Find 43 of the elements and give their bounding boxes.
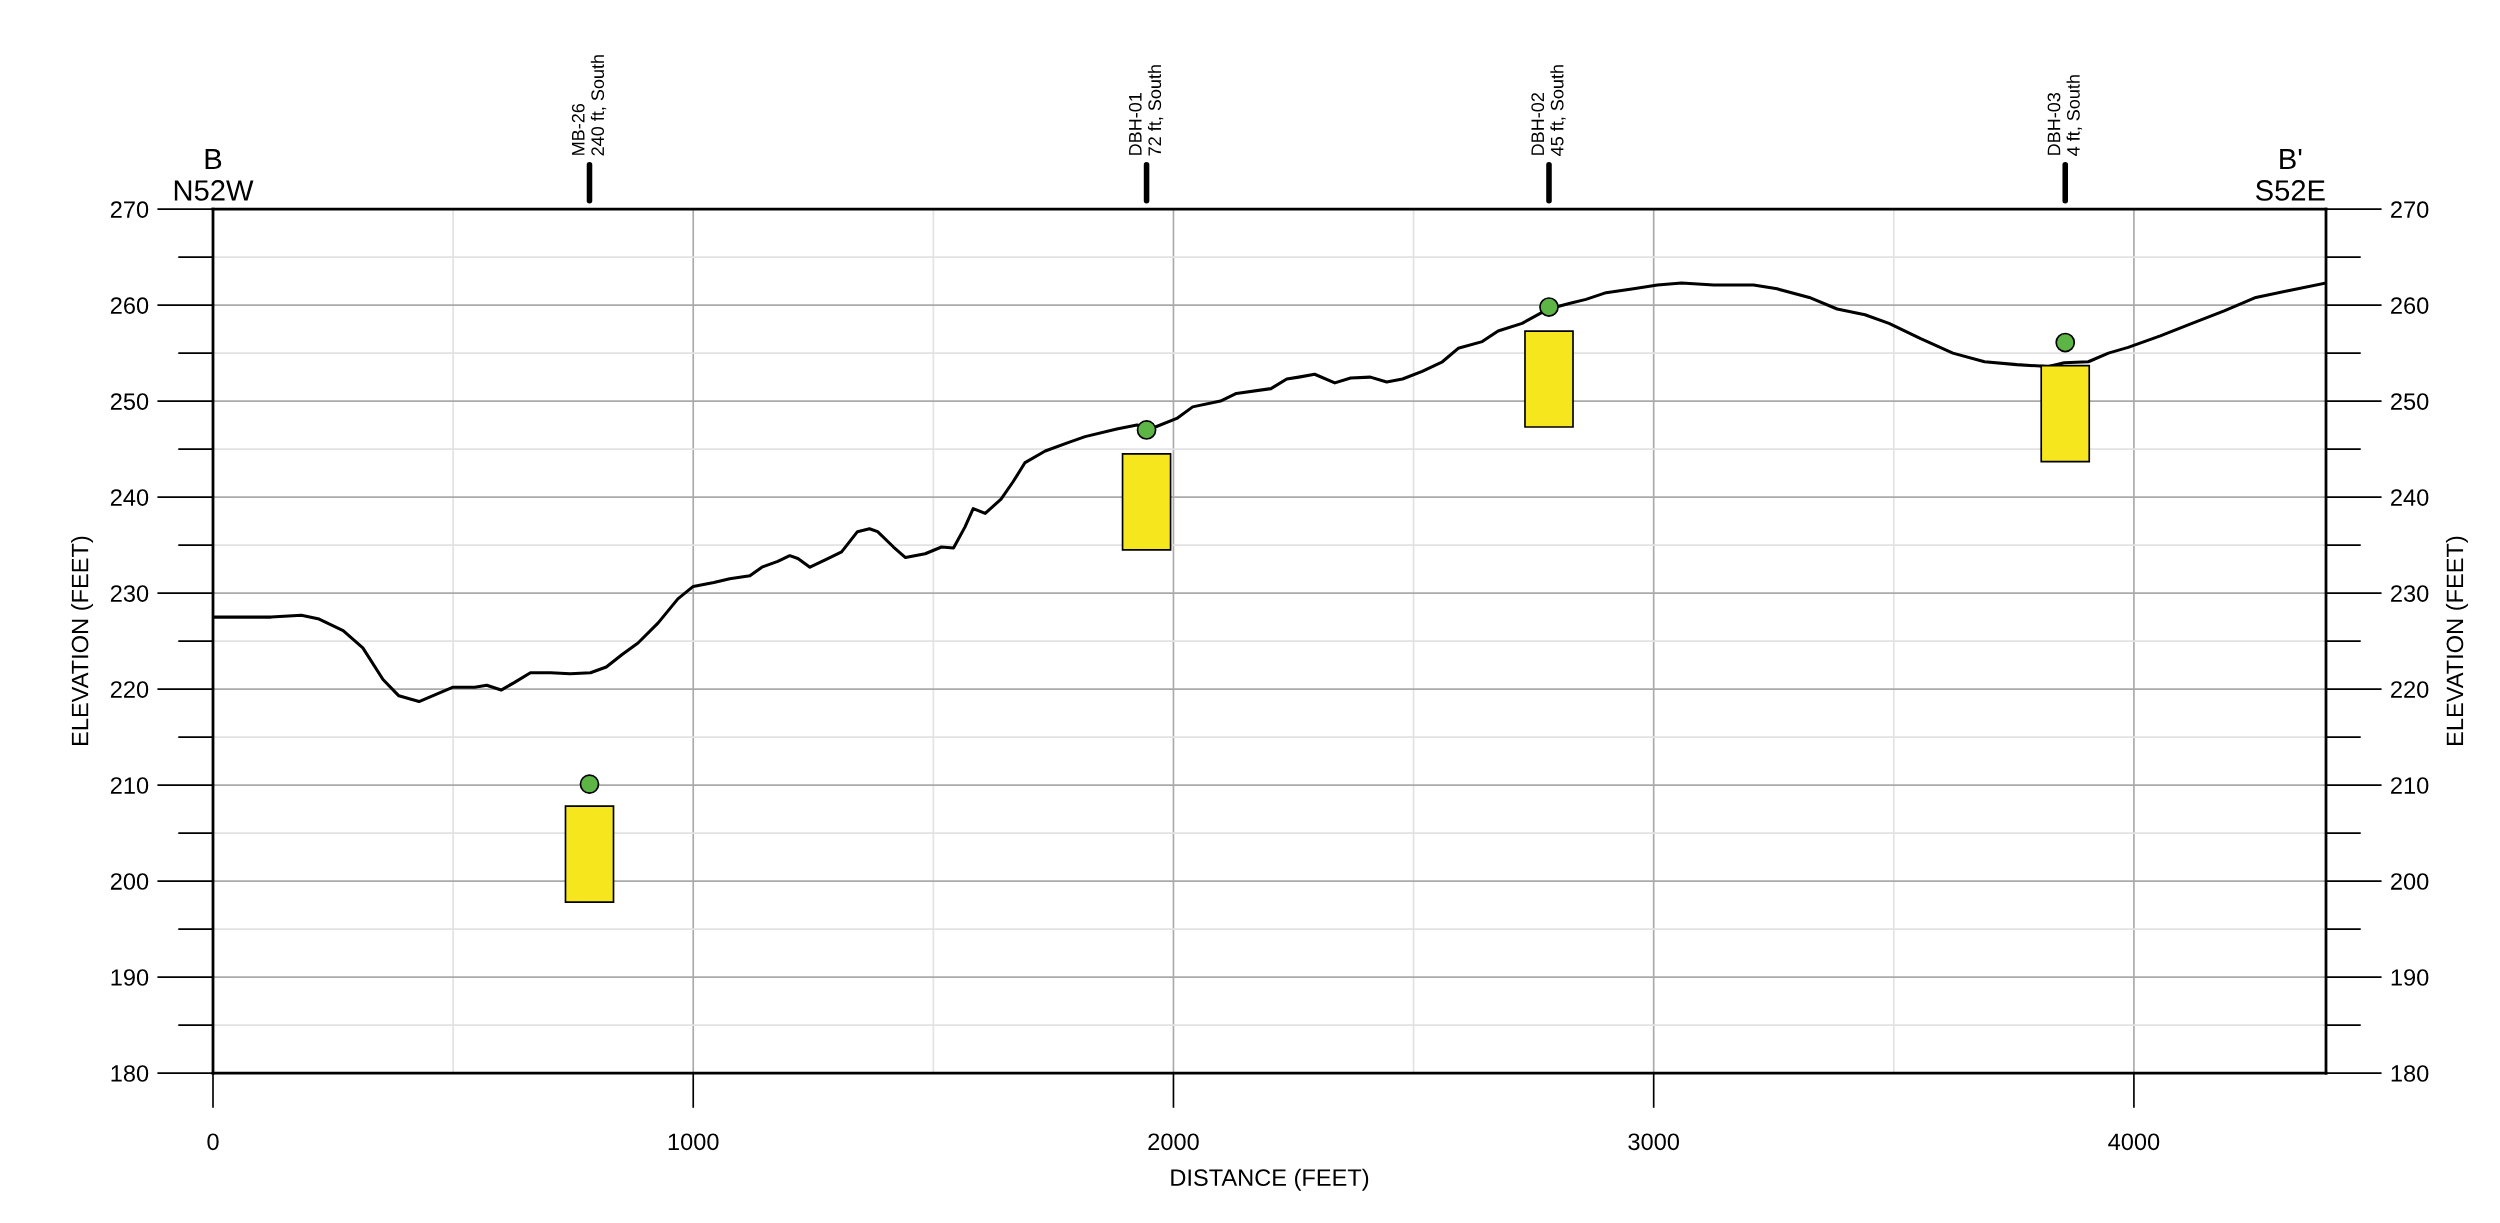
text: DBH-03 4 ft, South — [2047, 75, 2082, 156]
y2-tick-label: 190 — [2391, 969, 2429, 986]
y2-tick-label: 180 — [2391, 1065, 2429, 1082]
y-tick-label: 200 — [110, 873, 149, 890]
point — [2055, 332, 2076, 353]
point — [1136, 420, 1157, 440]
y-tick-label: 190 — [111, 969, 149, 986]
x-tick-label: 4000 — [2108, 1133, 2160, 1151]
y-tick-label: 180 — [111, 1065, 149, 1082]
y2-axis-title: ELEVATION (FEET) — [2445, 536, 2468, 745]
y-tick-label: 210 — [110, 777, 149, 794]
x-tick-label: 0 — [207, 1133, 219, 1151]
x-axis-title: DISTANCE (FEET) — [1171, 1168, 1369, 1191]
point — [1539, 297, 1559, 317]
y2-tick-label: 270 — [2391, 201, 2429, 218]
y2-tick-label: 240 — [2391, 489, 2429, 506]
y2-tick-label: 220 — [2391, 681, 2429, 698]
text: B N52W — [174, 149, 254, 201]
point — [579, 774, 600, 795]
y2-tick-label: 210 — [2391, 777, 2429, 794]
y2-tick-label: 200 — [2391, 873, 2429, 890]
y-axis-title: ELEVATION (FEET) — [71, 536, 94, 745]
y-tick-label: 240 — [110, 489, 149, 506]
x-tick-label: 3000 — [1628, 1133, 1680, 1151]
x-tick-label: 2000 — [1148, 1133, 1199, 1151]
text: MB-26 240 ft, South — [571, 55, 607, 156]
y-tick-label: 250 — [110, 393, 149, 410]
y-tick-label: 270 — [110, 201, 149, 218]
bar — [1121, 453, 1172, 551]
bar — [2040, 364, 2091, 463]
text: DBH-02 45 ft, South — [1531, 65, 1566, 156]
y2-tick-label: 250 — [2391, 393, 2429, 410]
y-tick-label: 230 — [110, 585, 149, 602]
y2-tick-label: 230 — [2391, 585, 2429, 602]
y-tick-label: 220 — [110, 681, 149, 698]
line-series — [213, 281, 2326, 704]
text: B' S52E — [2255, 149, 2325, 201]
x-tick-label: 1000 — [668, 1133, 719, 1151]
y2-tick-label: 260 — [2391, 297, 2429, 314]
bar — [564, 805, 615, 904]
text: DBH-01 72 ft, South — [1128, 65, 1164, 156]
y-tick-label: 260 — [110, 297, 149, 314]
bar — [1524, 330, 1574, 428]
